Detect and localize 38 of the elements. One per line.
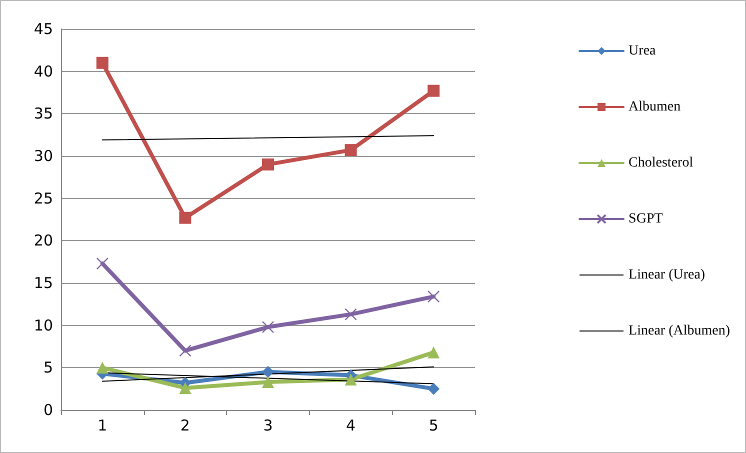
point: [96, 56, 108, 69]
y-tick-label: 0: [43, 401, 53, 419]
x-tick-label: 1: [98, 416, 108, 434]
point: [344, 144, 357, 156]
point: [262, 320, 274, 334]
point: [428, 382, 440, 395]
y-tick-label: 20: [34, 232, 53, 250]
x-tick-label: 3: [263, 416, 273, 434]
point: [262, 366, 274, 378]
legend-label: SGPT: [628, 212, 664, 226]
point: [344, 374, 357, 386]
y-tick-label: 35: [34, 104, 53, 123]
y-tick-label: 45: [34, 20, 53, 38]
point: [179, 344, 192, 357]
point: [96, 257, 108, 270]
legend-label: Linear (Albumen): [628, 324, 730, 338]
y-tick-label: 10: [34, 316, 53, 334]
point: [428, 84, 440, 97]
point: [428, 290, 440, 303]
legend-label: Albumen: [628, 100, 681, 114]
y-tick-label: 40: [34, 62, 53, 80]
legend-label: Urea: [628, 44, 657, 58]
legend-label: Linear (Urea): [628, 268, 706, 282]
x-tick-label: 2: [180, 416, 190, 434]
y-tick-label: 25: [34, 189, 53, 208]
point: [179, 212, 192, 224]
y-tick-label: 15: [34, 274, 53, 292]
x-tick-label: 4: [346, 416, 356, 434]
point: [262, 376, 274, 388]
y-tick-label: 5: [43, 358, 53, 377]
point: [428, 346, 440, 358]
point: [179, 382, 192, 394]
y-tick-label: 30: [34, 147, 53, 165]
legend-label: Cholesterol: [628, 156, 694, 170]
point: [262, 158, 274, 170]
x-tick-label: 5: [428, 416, 438, 434]
point: [344, 308, 357, 320]
point: [96, 362, 108, 374]
